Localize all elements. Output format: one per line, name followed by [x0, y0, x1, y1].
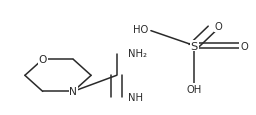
Text: OH: OH — [187, 84, 202, 94]
Text: N: N — [69, 87, 77, 97]
Text: O: O — [215, 22, 222, 32]
Text: HO: HO — [133, 25, 148, 35]
Text: NH: NH — [128, 92, 143, 102]
Text: S: S — [190, 41, 198, 51]
Text: O: O — [240, 41, 248, 51]
Text: O: O — [38, 55, 47, 65]
Text: NH₂: NH₂ — [128, 49, 147, 59]
